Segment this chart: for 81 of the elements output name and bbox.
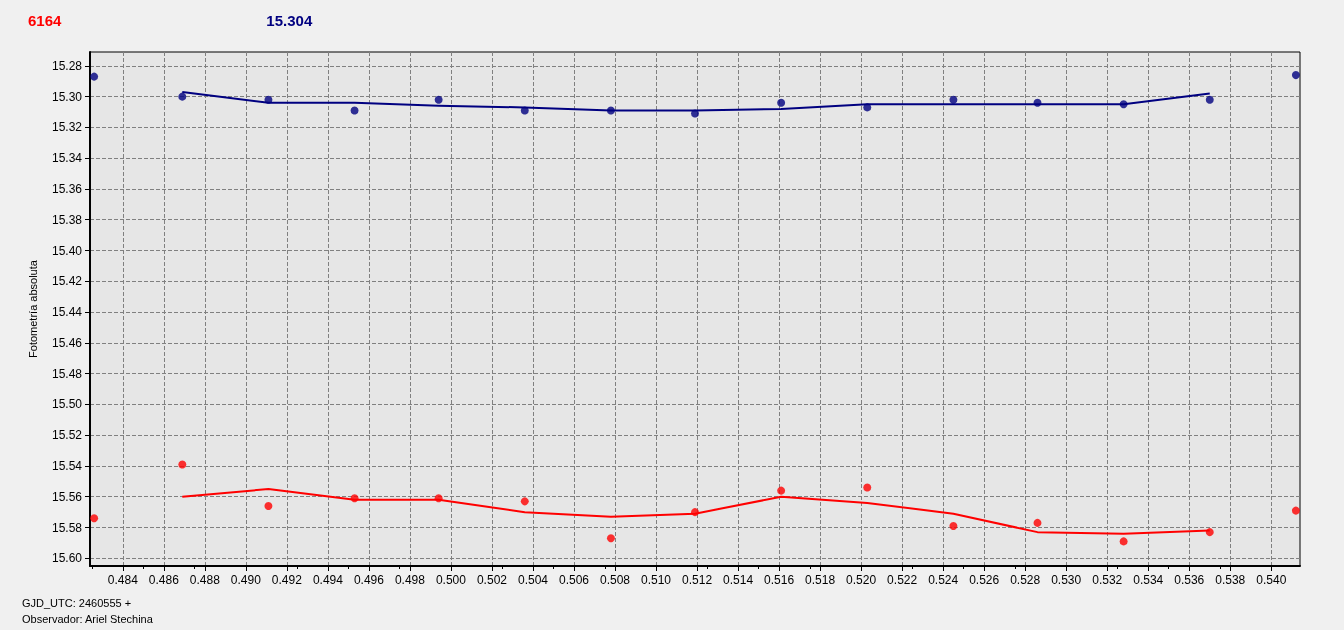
point [606, 534, 615, 543]
x-tick-label: 0.486 [148, 573, 180, 587]
y-axis-title: Fotometría absoluta [26, 259, 39, 358]
x-tick-label: 0.504 [517, 573, 549, 587]
y-tick-label: 15.34 [51, 151, 83, 166]
y-tick-label: 15.52 [51, 428, 83, 443]
y-tick-label: 15.54 [51, 458, 83, 473]
x-tick-label: 0.498 [394, 573, 426, 587]
point [350, 106, 359, 115]
x-tick-label: 0.528 [1010, 573, 1041, 587]
point [1119, 537, 1128, 546]
point [777, 486, 786, 495]
x-tick-label: 0.516 [764, 573, 795, 587]
text: 6164 [28, 12, 63, 29]
x-tick-label: 0.512 [682, 573, 713, 587]
x-tick-label: 0.532 [1092, 573, 1123, 587]
x-tick-label: 0.492 [271, 573, 303, 587]
x-tick-label: 0.502 [476, 573, 508, 587]
x-tick-label: 0.540 [1256, 573, 1287, 587]
point [691, 508, 699, 517]
point [264, 95, 273, 104]
x-tick-label: 0.488 [189, 573, 221, 587]
x-tick-label: 0.506 [558, 573, 590, 587]
x-tick-label: 0.484 [107, 573, 139, 587]
y-tick-label: 15.28 [51, 58, 83, 73]
point [606, 106, 615, 115]
point [1119, 100, 1128, 109]
text: Observador: Ariel Stechina [22, 612, 154, 625]
point [863, 483, 872, 492]
point [949, 95, 958, 104]
y-tick-label: 15.36 [51, 181, 83, 196]
point [1033, 98, 1042, 107]
point [520, 497, 529, 506]
point [520, 106, 529, 115]
x-tick-label: 0.524 [928, 573, 959, 587]
x-tick-label: 0.514 [723, 573, 754, 587]
y-tick-label: 15.50 [51, 397, 83, 412]
x-axis-title: GJD_UTC: 2460555 + [22, 596, 132, 609]
x-tick-label: 0.526 [969, 573, 1000, 587]
y-tick-label: 15.60 [51, 551, 83, 566]
point [1033, 518, 1042, 527]
point [90, 514, 99, 523]
point [1291, 506, 1300, 515]
x-tick-label: 0.534 [1133, 573, 1164, 587]
y-tick-label: 15.32 [51, 120, 83, 135]
x-tick-label: 0.520 [846, 573, 877, 587]
y-tick-label: 15.46 [51, 335, 83, 350]
point [1205, 95, 1214, 104]
x-tick-label: 0.496 [353, 573, 385, 587]
point [178, 92, 187, 101]
point [863, 103, 872, 112]
x-tick-label: 0.508 [600, 573, 631, 587]
point [178, 460, 187, 469]
x-tick-label: 0.494 [312, 573, 344, 587]
x-tick-label: 0.536 [1174, 573, 1205, 587]
y-tick-label: 15.48 [51, 366, 83, 381]
x-tick-label: 0.490 [230, 573, 262, 587]
point [691, 109, 699, 118]
point [434, 494, 443, 503]
x-tick-label: 0.510 [641, 573, 672, 587]
y-tick-label: 15.44 [51, 305, 83, 320]
y-tick-label: 15.56 [51, 489, 83, 504]
y-tick-label: 15.38 [51, 212, 83, 227]
y-tick-label: 15.30 [51, 89, 83, 104]
point [777, 98, 786, 107]
y-tick-label: 15.58 [51, 520, 83, 535]
x-tick-label: 0.522 [887, 573, 918, 587]
point [1291, 71, 1300, 80]
x-tick-label: 0.538 [1215, 573, 1246, 587]
x-tick-label: 0.530 [1051, 573, 1082, 587]
point [949, 521, 958, 530]
y-tick-label: 15.42 [51, 274, 83, 289]
point [434, 95, 443, 104]
x-tick-label: 0.518 [805, 573, 836, 587]
text: 15.304 [266, 12, 313, 29]
point [350, 494, 359, 503]
y-tick-label: 15.40 [51, 243, 83, 258]
point [90, 72, 99, 81]
x-tick-label: 0.500 [435, 573, 467, 587]
point [1205, 528, 1214, 537]
point [264, 501, 273, 510]
